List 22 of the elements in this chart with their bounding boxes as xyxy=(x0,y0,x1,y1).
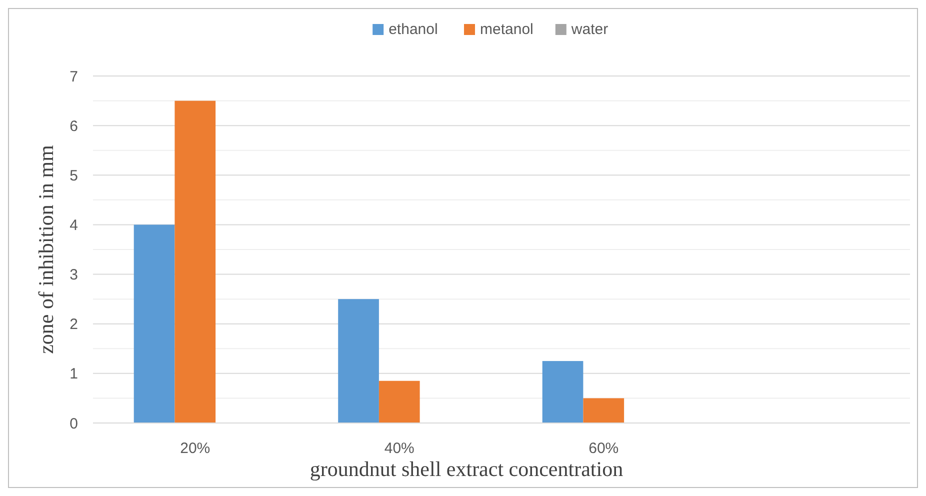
x-tick-label: 40% xyxy=(384,440,414,457)
y-tick-label: 7 xyxy=(70,68,78,86)
y-tick-label: 1 xyxy=(70,366,78,383)
bar xyxy=(542,361,584,423)
legend-label: ethanol xyxy=(388,21,438,38)
bar xyxy=(174,100,216,423)
bar xyxy=(134,224,175,423)
bar xyxy=(338,299,379,423)
y-tick-label: 2 xyxy=(70,316,78,334)
bar xyxy=(583,398,624,423)
legend-label: metanol xyxy=(480,21,534,38)
x-axis-title: groundnut shell extract concentration xyxy=(310,457,624,481)
y-tick-label: 3 xyxy=(70,266,78,284)
y-tick-label: 0 xyxy=(70,415,78,432)
bar xyxy=(378,380,420,423)
x-tick-label: 20% xyxy=(180,440,210,457)
y-tick-label: 6 xyxy=(70,118,78,135)
y-axis-title: zone of inhibition in mm xyxy=(34,145,58,354)
x-tick-label: 60% xyxy=(588,440,619,457)
y-tick-label: 4 xyxy=(70,216,78,234)
y-tick-label: 5 xyxy=(70,167,78,184)
legend-label: water xyxy=(570,21,608,38)
